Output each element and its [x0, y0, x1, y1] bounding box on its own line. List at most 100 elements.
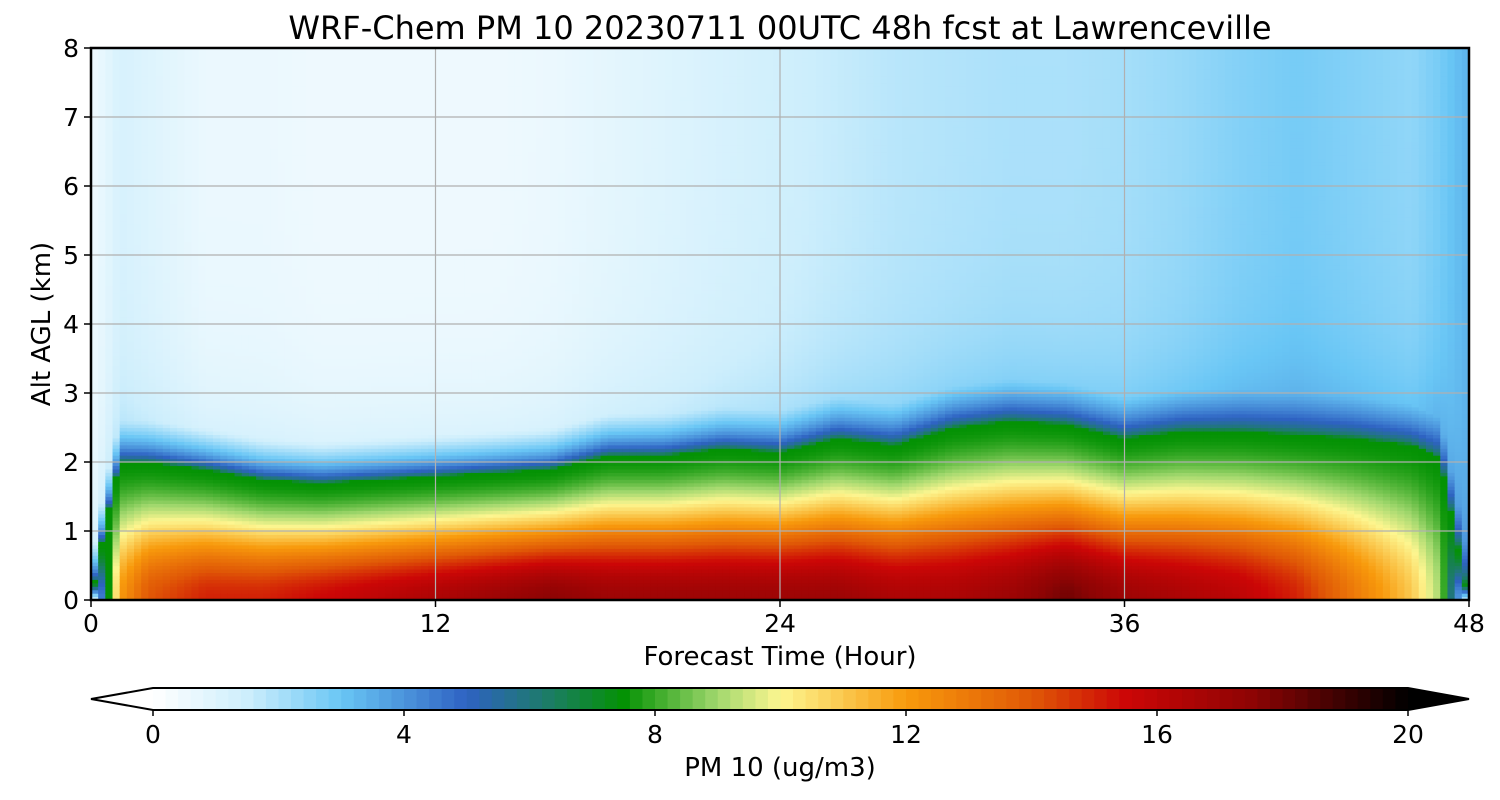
colorbar-segment — [1257, 688, 1271, 710]
colorbar-segment — [1295, 688, 1309, 710]
colorbar-segment — [1018, 688, 1033, 710]
colorbar-segment — [680, 688, 694, 710]
colorbar-segment — [730, 688, 744, 710]
x-tick-label: 48 — [1453, 609, 1485, 638]
colorbar-segment — [655, 688, 669, 710]
colorbar-segment — [567, 688, 581, 710]
colorbar-segment — [178, 688, 192, 710]
colorbar-segment — [1069, 688, 1083, 710]
colorbar-segment — [818, 688, 832, 710]
colorbar-segment — [516, 688, 531, 710]
x-tick-label: 36 — [1109, 609, 1141, 638]
colorbar-segment — [880, 688, 895, 710]
y-tick-label: 6 — [63, 172, 79, 201]
colorbar-segment — [1044, 688, 1058, 710]
x-axis-label: Forecast Time (Hour) — [643, 642, 916, 672]
colorbar-segment — [617, 688, 631, 710]
colorbar-segment — [780, 688, 794, 710]
colorbar-segment — [1345, 688, 1359, 710]
colorbar-segment — [1370, 688, 1384, 710]
colorbar-segment — [1144, 688, 1158, 710]
y-tick-label: 7 — [63, 103, 79, 132]
y-tick-label: 3 — [63, 379, 79, 408]
colorbar-segment — [1395, 688, 1409, 710]
colorbar-segment — [918, 688, 932, 710]
colorbar-segment — [667, 688, 681, 710]
colorbar-segment — [629, 688, 644, 710]
colorbar-tick-label: 0 — [145, 720, 161, 749]
colorbar-segment — [278, 688, 292, 710]
colorbar-segment — [479, 688, 493, 710]
colorbar-segment — [705, 688, 719, 710]
colorbar-segment — [215, 688, 229, 710]
colorbar-segment — [830, 688, 844, 710]
colorbar-segment — [968, 688, 982, 710]
y-tick-label: 8 — [63, 34, 79, 63]
colorbar-segment — [190, 688, 204, 710]
chart-title: WRF-Chem PM 10 20230711 00UTC 48h fcst a… — [288, 9, 1271, 47]
colorbar-segment — [742, 688, 756, 710]
colorbar-segment — [1119, 688, 1133, 710]
colorbar-segment — [1269, 688, 1284, 710]
colorbar-segment — [441, 688, 455, 710]
colorbar-segment — [993, 688, 1007, 710]
x-tick-label: 12 — [420, 609, 452, 638]
colorbar-segment — [265, 688, 280, 710]
colorbar-segment — [1357, 688, 1371, 710]
colorbar-segment — [429, 688, 443, 710]
colorbar-segment — [341, 688, 355, 710]
colorbar-segment — [228, 688, 242, 710]
colorbar-segment — [855, 688, 869, 710]
colorbar: 0 4 8 12 16 20 — [90, 687, 1470, 749]
colorbar-segment — [366, 688, 380, 710]
colorbar-segment — [642, 688, 656, 710]
colorbar-segment — [466, 688, 480, 710]
colorbar-segment — [404, 688, 418, 710]
colorbar-segment — [391, 688, 405, 710]
colorbar-segment — [542, 688, 556, 710]
y-tick-label: 0 — [63, 586, 79, 615]
colorbar-segment — [1131, 688, 1146, 710]
colorbar-segment — [491, 688, 505, 710]
colorbar-segment — [981, 688, 995, 710]
colorbar-segment — [454, 688, 468, 710]
colorbar-segment — [316, 688, 330, 710]
colorbar-segment — [579, 688, 593, 710]
y-tick-label: 1 — [63, 517, 79, 546]
x-tick-label: 24 — [764, 609, 796, 638]
colorbar-segment — [1244, 688, 1258, 710]
colorbar-segment — [303, 688, 317, 710]
colorbar-label: PM 10 (ug/m3) — [684, 753, 876, 783]
colorbar-segment — [692, 688, 706, 710]
colorbar-segment — [1307, 688, 1321, 710]
colorbar-segment — [504, 688, 518, 710]
colorbar-segment — [767, 688, 782, 710]
colorbar-segment — [793, 688, 807, 710]
colorbar-segment — [1031, 688, 1045, 710]
colorbar-segment — [165, 688, 179, 710]
pm10-field — [91, 48, 1469, 600]
colorbar-segment — [203, 688, 217, 710]
colorbar-segment — [1194, 688, 1208, 710]
colorbar-segment — [416, 688, 430, 710]
y-tick-label: 2 — [63, 448, 79, 477]
colorbar-segment — [868, 688, 882, 710]
colorbar-segment — [843, 688, 857, 710]
colorbar-segment — [1056, 688, 1070, 710]
colorbar-segment — [956, 688, 970, 710]
colorbar-segment — [1207, 688, 1221, 710]
colorbar-segment — [353, 688, 367, 710]
colorbar-tick-label: 16 — [1141, 720, 1173, 749]
colorbar-segment — [1094, 688, 1108, 710]
colorbar-segment — [906, 688, 920, 710]
colorbar-segment — [755, 688, 769, 710]
colorbar-segment — [717, 688, 731, 710]
y-axis-label: Alt AGL (km) — [27, 242, 57, 406]
colorbar-min-arrow — [91, 688, 153, 710]
colorbar-segment — [153, 688, 167, 710]
colorbar-segment — [1157, 688, 1171, 710]
colorbar-segment — [893, 688, 907, 710]
colorbar-segment — [291, 688, 305, 710]
colorbar-segment — [1219, 688, 1233, 710]
colorbar-segment — [1169, 688, 1183, 710]
